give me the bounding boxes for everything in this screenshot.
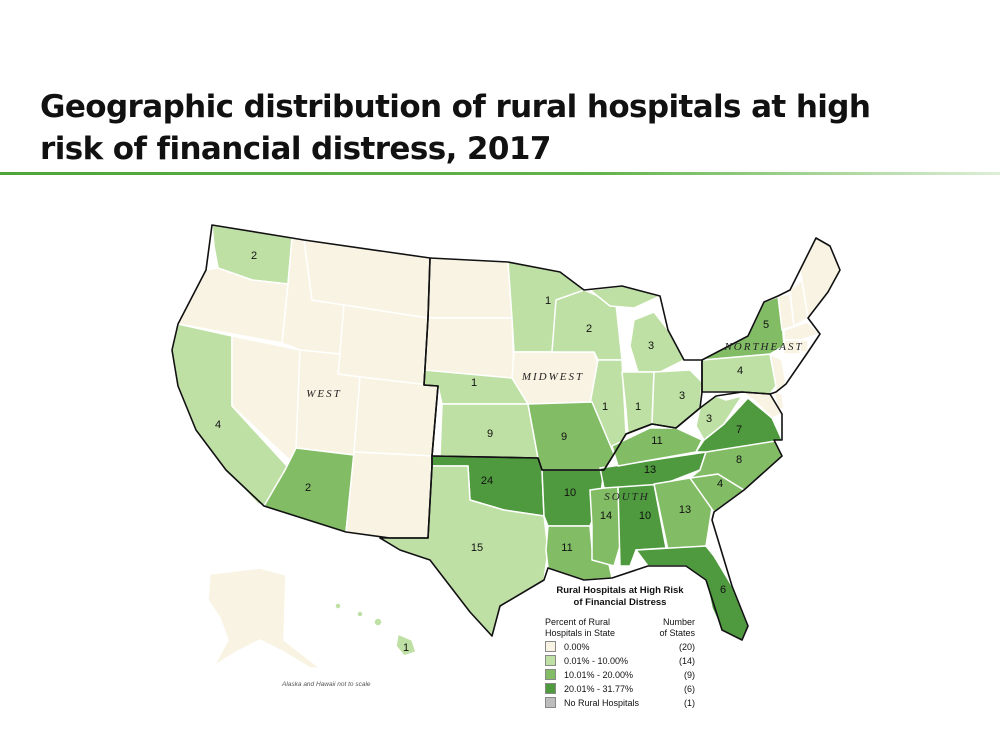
state-count-PA: 4: [737, 365, 743, 377]
state-MA: [783, 321, 821, 341]
legend-swatch: [545, 683, 556, 694]
state-count-TX: 15: [471, 542, 483, 554]
state-count-WI: 2: [586, 323, 592, 335]
region-label-midwest: MIDWEST: [521, 371, 584, 383]
state-count-NY: 5: [763, 319, 769, 331]
state-count-IN: 1: [635, 401, 641, 413]
state-count-NC: 8: [736, 454, 742, 466]
state-count-VA: 7: [736, 424, 742, 436]
legend-count: (20): [678, 641, 695, 652]
state-count-KS: 9: [487, 428, 493, 440]
state-GA: [653, 477, 713, 551]
legend-label: 0.01% - 10.00%: [564, 655, 629, 666]
region-label-south: SOUTH: [604, 491, 649, 503]
state-count-AR: 10: [564, 487, 576, 499]
state-count-MO: 9: [561, 431, 567, 443]
state-count-FL: 6: [720, 584, 726, 596]
state-count-OH: 3: [679, 390, 685, 402]
state-DE: [773, 391, 785, 411]
state-HI-islet-1: [334, 602, 342, 610]
legend-label: 20.01% - 31.77%: [564, 683, 634, 694]
legend-label: No Rural Hospitals: [564, 697, 640, 708]
state-count-KY: 11: [651, 435, 662, 447]
state-NM: [345, 451, 433, 539]
state-count-MS: 14: [600, 510, 612, 522]
title-divider: [0, 172, 1000, 175]
page-title: Geographic distribution of rural hospita…: [40, 89, 871, 167]
state-count-TN: 13: [644, 464, 656, 476]
legend-count: (9): [684, 669, 695, 680]
legend-row: No Rural Hospitals (1): [545, 696, 695, 709]
legend-row: 20.01% - 31.77% (6): [545, 682, 695, 695]
state-count-LA: 11: [561, 542, 572, 554]
state-CO: [353, 376, 439, 457]
scale-note: Alaska and Hawaii not to scale: [281, 681, 371, 688]
state-count-NE: 1: [471, 377, 477, 389]
state-HI-islet-2: [356, 610, 364, 618]
legend-swatch: [545, 641, 556, 652]
state-HI-islet-3: [373, 617, 383, 627]
state-AK: [207, 567, 321, 669]
legend-swatch: [545, 669, 556, 680]
state-count-SC: 4: [717, 478, 723, 490]
legend-count: (6): [684, 683, 695, 694]
region-label-northeast: NORTHEAST: [723, 341, 803, 353]
state-count-IL: 1: [602, 401, 608, 413]
state-count-MN: 1: [545, 295, 551, 307]
legend-swatch: [545, 655, 556, 666]
state-count-WV: 3: [706, 413, 712, 425]
state-OH: [651, 369, 703, 429]
legend-title-line1: Rural Hospitals at High Risk: [556, 585, 684, 596]
state-count-CA: 4: [215, 419, 221, 431]
map-legend: Rural Hospitals at High Risk of Financia…: [545, 585, 695, 709]
state-count-GA: 13: [679, 504, 691, 516]
state-count-WA: 2: [251, 250, 257, 262]
state-WY: [337, 304, 429, 386]
region-label-west: WEST: [306, 388, 342, 400]
legend-col-percent: Percent of Rural Hospitals in State: [545, 617, 616, 638]
legend-row: 0.01% - 10.00% (14): [545, 654, 695, 667]
legend-count: (14): [678, 655, 695, 666]
state-HI: [395, 633, 417, 657]
state-CT: [783, 339, 801, 355]
legend-col-count: Number of States: [659, 617, 695, 638]
state-count-AZ: 2: [305, 482, 311, 494]
state-ND: [427, 257, 513, 319]
state-count-OK: 24: [481, 475, 493, 487]
legend-swatch: [545, 697, 556, 708]
legend-row: 10.01% - 20.00% (9): [545, 668, 695, 681]
legend-title-line2: of Financial Distress: [573, 597, 667, 608]
legend-title: Rural Hospitals at High Risk of Financia…: [545, 585, 695, 609]
state-count-HI: 1: [403, 642, 409, 654]
state-KY: [611, 427, 703, 467]
state-TN: [599, 451, 707, 489]
state-count-MI: 3: [648, 340, 654, 352]
region-outline-midwest: [423, 257, 703, 471]
legend-row: 0.00% (20): [545, 640, 695, 653]
legend-count: (1): [684, 697, 695, 708]
legend-headers: Percent of Rural Hospitals in State Numb…: [545, 617, 695, 639]
state-MI: [629, 311, 685, 373]
state-ME: [799, 237, 841, 319]
legend-label: 10.01% - 20.00%: [564, 669, 634, 680]
state-WV: [695, 395, 743, 441]
state-count-AL: 10: [639, 510, 651, 522]
legend-label: 0.00%: [564, 641, 590, 652]
region-outline-northeast: [701, 237, 841, 395]
